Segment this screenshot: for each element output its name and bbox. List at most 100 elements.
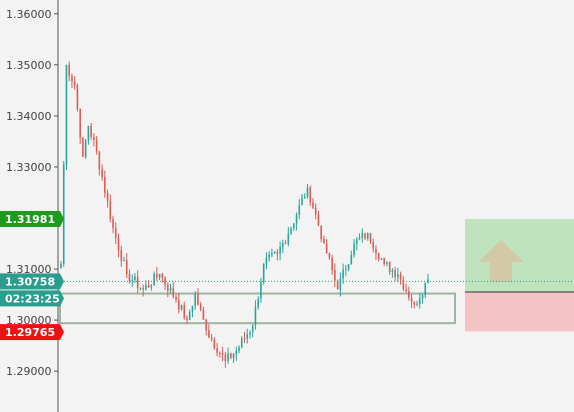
candle[interactable] — [323, 235, 325, 244]
candle[interactable] — [358, 233, 361, 241]
candle[interactable] — [336, 279, 339, 290]
candle[interactable] — [408, 286, 410, 301]
candle[interactable] — [342, 263, 344, 284]
candle[interactable] — [73, 76, 76, 90]
candle[interactable] — [249, 330, 251, 339]
candle[interactable] — [65, 64, 68, 170]
candle[interactable] — [139, 287, 142, 291]
candle[interactable] — [134, 273, 136, 284]
candle[interactable] — [199, 301, 202, 312]
up-arrow-icon[interactable] — [478, 240, 524, 282]
candle[interactable] — [224, 351, 227, 368]
candle[interactable] — [191, 305, 194, 318]
candle[interactable] — [413, 301, 416, 309]
candle[interactable] — [290, 226, 292, 236]
candle[interactable] — [246, 328, 249, 344]
candle[interactable] — [355, 237, 358, 251]
candle[interactable] — [213, 337, 216, 350]
candle[interactable] — [71, 73, 73, 88]
candle[interactable] — [276, 249, 279, 261]
candle[interactable] — [109, 194, 112, 223]
candle[interactable] — [84, 139, 87, 159]
stop-loss-price-tag[interactable]: 1.29765 — [0, 324, 64, 341]
candle[interactable] — [123, 256, 125, 262]
candle[interactable] — [235, 346, 238, 361]
candle[interactable] — [399, 271, 402, 285]
candle[interactable] — [177, 293, 180, 314]
take-profit-price-tag[interactable]: 1.31981 — [0, 210, 64, 227]
candle[interactable] — [76, 83, 79, 112]
candle[interactable] — [402, 276, 405, 292]
candle[interactable] — [230, 352, 232, 360]
candle[interactable] — [424, 282, 427, 299]
candle[interactable] — [405, 283, 407, 293]
candle[interactable] — [79, 108, 81, 144]
candle[interactable] — [243, 331, 246, 343]
candle[interactable] — [301, 193, 303, 206]
candle[interactable] — [410, 294, 413, 309]
stop-loss-zone[interactable] — [465, 292, 574, 332]
candle[interactable] — [361, 228, 364, 243]
candle[interactable] — [153, 271, 155, 286]
candle[interactable] — [254, 300, 257, 330]
candle[interactable] — [194, 291, 197, 311]
candle[interactable] — [167, 282, 169, 298]
candle[interactable] — [216, 342, 218, 357]
candle[interactable] — [238, 345, 240, 354]
candle[interactable] — [150, 284, 153, 291]
candle[interactable] — [172, 282, 175, 299]
candle[interactable] — [257, 296, 259, 310]
candle[interactable] — [87, 125, 90, 145]
candle[interactable] — [131, 274, 134, 287]
candle[interactable] — [145, 280, 147, 291]
candle[interactable] — [60, 261, 62, 269]
bar-countdown-tag[interactable]: 02:23:25 — [0, 290, 64, 307]
candle[interactable] — [90, 122, 92, 140]
candle[interactable] — [62, 161, 65, 267]
candle[interactable] — [303, 193, 306, 199]
candle[interactable] — [421, 293, 424, 304]
candle[interactable] — [388, 261, 391, 275]
candle[interactable] — [317, 210, 320, 227]
candle[interactable] — [106, 189, 109, 208]
candle[interactable] — [262, 263, 265, 285]
candle[interactable] — [284, 239, 287, 245]
candle[interactable] — [391, 267, 394, 278]
candle[interactable] — [95, 136, 98, 155]
candle[interactable] — [268, 250, 270, 262]
candle[interactable] — [364, 233, 366, 241]
candle[interactable] — [347, 264, 350, 272]
candle[interactable] — [369, 232, 372, 244]
candle[interactable] — [260, 277, 262, 303]
candle[interactable] — [386, 261, 388, 267]
candle[interactable] — [93, 133, 95, 147]
candle[interactable] — [120, 245, 123, 267]
candle[interactable] — [298, 199, 301, 220]
candle[interactable] — [427, 273, 429, 284]
candle[interactable] — [147, 280, 150, 289]
candle[interactable] — [265, 251, 268, 270]
candle[interactable] — [334, 263, 336, 287]
candle[interactable] — [188, 309, 191, 321]
candle[interactable] — [394, 266, 396, 281]
candle[interactable] — [227, 347, 229, 364]
candle[interactable] — [314, 203, 317, 220]
candle[interactable] — [353, 239, 355, 258]
candle[interactable] — [112, 215, 114, 234]
candle[interactable] — [186, 315, 188, 324]
candle[interactable] — [383, 257, 385, 267]
candle[interactable] — [158, 273, 161, 281]
candle[interactable] — [208, 324, 210, 338]
candle[interactable] — [345, 265, 347, 277]
candle[interactable] — [295, 212, 298, 231]
candle[interactable] — [221, 346, 224, 362]
candle[interactable] — [164, 276, 166, 290]
candle[interactable] — [292, 223, 295, 231]
candle[interactable] — [202, 306, 205, 320]
candle[interactable] — [210, 333, 213, 342]
candle[interactable] — [271, 248, 273, 258]
candle[interactable] — [251, 324, 254, 338]
candle[interactable] — [68, 61, 71, 82]
candle[interactable] — [142, 284, 144, 297]
